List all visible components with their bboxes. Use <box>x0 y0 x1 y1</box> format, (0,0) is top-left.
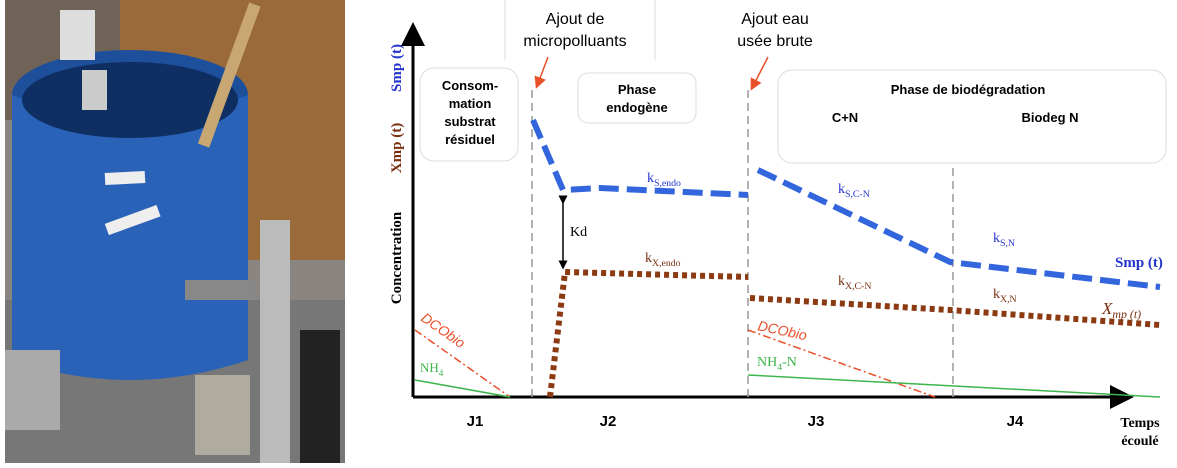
curve-label: DCObio <box>756 317 808 343</box>
label: Ajout eau <box>741 11 809 28</box>
main-text: X <box>1101 299 1113 318</box>
label: Consom- <box>442 78 498 93</box>
main-text: k <box>993 231 1000 246</box>
label: C+N <box>832 110 858 125</box>
curve-label: NH4-N <box>757 355 797 373</box>
main-text: k <box>993 287 1000 302</box>
label: résiduel <box>445 132 495 147</box>
label: Xmp (t) <box>389 123 405 173</box>
label: substrat <box>444 114 496 129</box>
label: Phase <box>618 82 656 97</box>
curve-label: Kd <box>570 225 587 240</box>
label: écoulé <box>1121 434 1158 449</box>
curve-label: kS,N <box>993 231 1015 249</box>
curve-label: DCObio <box>418 309 468 351</box>
suffix: -N <box>782 355 797 370</box>
subscript: X,N <box>1000 294 1017 305</box>
subscript: S,C-N <box>845 189 870 200</box>
label: Temps <box>1120 416 1160 431</box>
subscript: S,endo <box>654 178 681 189</box>
period-label: J3 <box>808 413 825 430</box>
curve-label: NH4 <box>420 360 444 378</box>
label: Biodeg N <box>1021 110 1078 125</box>
curve-label: kX,C-N <box>838 274 871 292</box>
phase-box <box>419 67 519 162</box>
label: Ajout de <box>546 11 605 28</box>
main-text: k <box>838 274 845 289</box>
curve-label: kS,C-N <box>838 182 870 200</box>
curves <box>414 56 1161 398</box>
main-text: NH <box>757 355 777 370</box>
main-text: NH <box>420 360 439 375</box>
subscript: X,C-N <box>845 281 871 292</box>
main-text: k <box>838 182 845 197</box>
subscript: X,endo <box>652 258 681 269</box>
label: Smp (t) <box>389 44 405 92</box>
label: endogène <box>606 100 667 115</box>
label: mation <box>449 96 492 111</box>
main-text: k <box>647 171 654 186</box>
curve-label: kX,endo <box>645 251 681 269</box>
period-label: J2 <box>600 413 617 430</box>
subscript: 4 <box>439 368 444 378</box>
period-label: J4 <box>1007 413 1024 430</box>
curve-label: Xmp (t) <box>1101 299 1141 321</box>
phase-box <box>577 72 697 124</box>
subscript: S,N <box>1000 238 1015 249</box>
subscript: mp (t) <box>1112 307 1141 321</box>
label: micropolluants <box>523 33 626 50</box>
curve-label: kS,endo <box>647 171 681 189</box>
period-label: J1 <box>467 413 484 430</box>
label: usée brute <box>737 33 813 50</box>
label: Phase de biodégradation <box>891 82 1046 97</box>
phase-box <box>777 69 1167 164</box>
photo <box>5 0 345 463</box>
subscript: 4 <box>777 362 782 373</box>
main-text: k <box>645 251 652 266</box>
curve-label: kX,N <box>993 287 1017 305</box>
label: Concentration <box>389 211 405 304</box>
curve-label: Smp (t) <box>1115 255 1163 271</box>
